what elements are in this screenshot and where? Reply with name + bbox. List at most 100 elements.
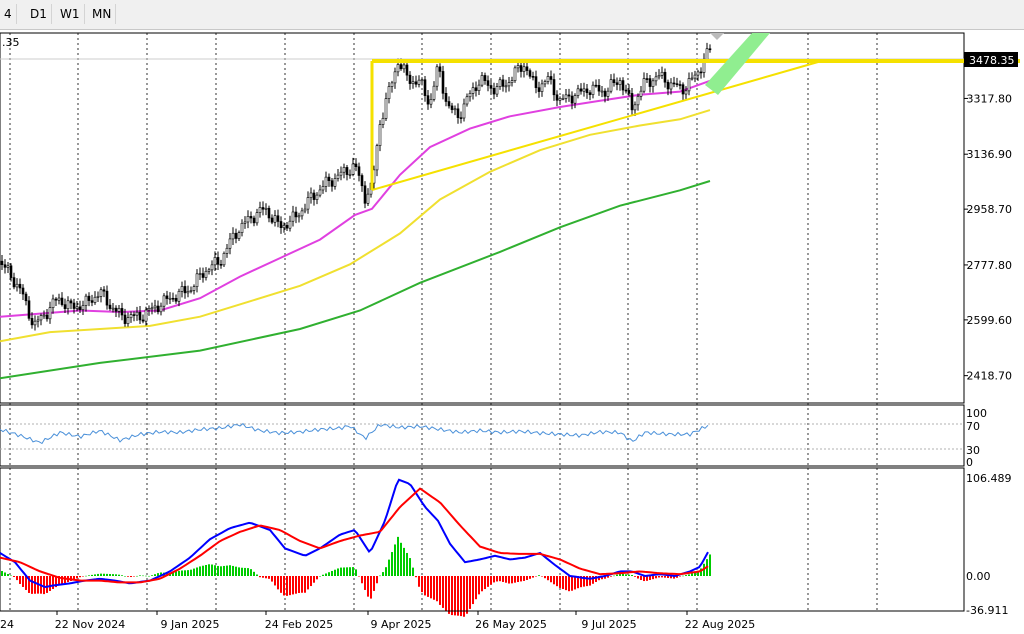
candle-body — [366, 193, 370, 204]
candle-body — [342, 167, 346, 173]
macd-histogram-bar — [34, 576, 36, 594]
macd-histogram-bar — [253, 571, 255, 576]
macd-histogram-bar — [700, 568, 702, 576]
macd-histogram-bar — [535, 576, 537, 577]
macd-histogram-bar — [502, 576, 504, 582]
candle-body — [468, 93, 472, 98]
timeframe-d1-button[interactable]: D1 — [26, 4, 52, 24]
candle-body — [219, 264, 223, 266]
macd-histogram-bar — [646, 576, 648, 581]
macd-histogram-bar — [283, 576, 285, 596]
macd-histogram-bar — [13, 576, 15, 577]
macd-histogram-bar — [562, 576, 564, 590]
chart-shift-marker — [710, 33, 724, 40]
candle-body — [693, 74, 697, 79]
candle-body — [315, 194, 319, 200]
macd-histogram-bar — [538, 575, 540, 576]
price-chart[interactable]: .35 3317.80 3136.90 2958.70 2777.80 2599.60 2… — [0, 29, 1024, 634]
macd-histogram-bar — [76, 576, 78, 579]
ma-mid-line — [0, 109, 711, 343]
vertical-grid — [9, 33, 878, 611]
macd-histogram-bar — [133, 576, 135, 577]
candle-body — [87, 295, 91, 301]
macd-histogram-bar — [610, 576, 612, 577]
candle-body — [348, 174, 352, 176]
macd-histogram-bar — [340, 567, 342, 576]
macd-histogram-bar — [124, 576, 126, 577]
macd-main-line — [0, 478, 709, 589]
macd-histogram-bar — [220, 566, 222, 576]
candle-body — [522, 66, 526, 72]
macd-histogram-bar — [22, 576, 24, 587]
support-trendline[interactable] — [371, 59, 826, 191]
macd-histogram-bar — [286, 576, 288, 596]
candle-body — [588, 92, 592, 95]
candle-body — [261, 207, 265, 210]
candle-body — [687, 78, 691, 92]
price-y-axis: 3317.80 3136.90 2958.70 2777.80 2599.60 2418.… — [964, 92, 1012, 383]
candle-body — [189, 290, 193, 292]
macd-histogram-bar — [292, 576, 294, 595]
macd-histogram-bar — [214, 565, 216, 576]
candle-body — [573, 95, 577, 104]
candle-body — [78, 306, 82, 310]
macd-histogram-bar — [445, 576, 447, 611]
macd-histogram-bar — [541, 576, 543, 577]
candle-body — [450, 105, 454, 110]
candle-body — [69, 300, 73, 304]
macd-histogram-bar — [676, 576, 678, 578]
candle-body — [564, 94, 568, 99]
candle-body — [177, 290, 181, 302]
candle-body — [387, 86, 391, 99]
macd-histogram-bar — [223, 565, 225, 576]
macd-histogram-bar — [85, 575, 87, 577]
macd-histogram-bar — [697, 570, 699, 576]
candle-body — [294, 211, 298, 218]
candle-body — [312, 192, 316, 200]
candle-body — [507, 82, 511, 87]
candle-body — [150, 307, 154, 310]
macd-histogram-bar — [280, 576, 282, 593]
macd-histogram-bar — [151, 575, 153, 576]
candle-body — [93, 296, 97, 303]
candle-body — [456, 108, 460, 118]
macd-histogram-bar — [229, 565, 231, 576]
macd-histogram-bar — [484, 576, 486, 590]
macd-histogram-bar — [109, 574, 111, 576]
timeframe-h4-button[interactable]: 4 — [0, 4, 17, 24]
candle-body — [642, 78, 646, 92]
macd-histogram-bar — [439, 576, 441, 605]
x-tick-label: 9 Apr 2025 — [370, 618, 431, 631]
timeframe-w1-button[interactable]: W1 — [56, 4, 85, 24]
candle-body — [162, 295, 166, 307]
macd-histogram-bar — [667, 576, 669, 578]
macd-histogram-bar — [235, 566, 237, 576]
macd-histogram-bar — [319, 576, 321, 577]
candle-body — [357, 166, 361, 176]
macd-histogram-bar — [685, 575, 687, 576]
candle-body — [627, 90, 631, 94]
macd-histogram-bar — [241, 567, 243, 576]
macd-histogram-bar — [160, 572, 162, 576]
candle-body — [147, 308, 151, 311]
macd-histogram-bar — [397, 536, 399, 576]
macd-histogram-bar — [556, 576, 558, 587]
candle-body — [390, 82, 394, 87]
candle-body — [582, 88, 586, 92]
candle-body — [597, 85, 601, 92]
macd-histogram-bar — [571, 576, 573, 591]
macd-histogram-bar — [640, 576, 642, 581]
rsi-y-tick-label: 70 — [966, 420, 980, 433]
macd-histogram-bar — [631, 575, 633, 576]
macd-histogram-bar — [580, 576, 582, 588]
macd-histogram-bar — [256, 574, 258, 576]
candle-body — [669, 82, 673, 90]
macd-histogram-bar — [52, 576, 54, 589]
macd-histogram-bar — [577, 576, 579, 589]
timeframe-mn-button[interactable]: MN — [88, 4, 117, 24]
macd-histogram-bar — [46, 576, 48, 593]
macd-histogram-bar — [382, 572, 384, 576]
candle-body — [444, 93, 448, 102]
candle-body — [270, 217, 274, 223]
candle-body — [654, 76, 658, 82]
